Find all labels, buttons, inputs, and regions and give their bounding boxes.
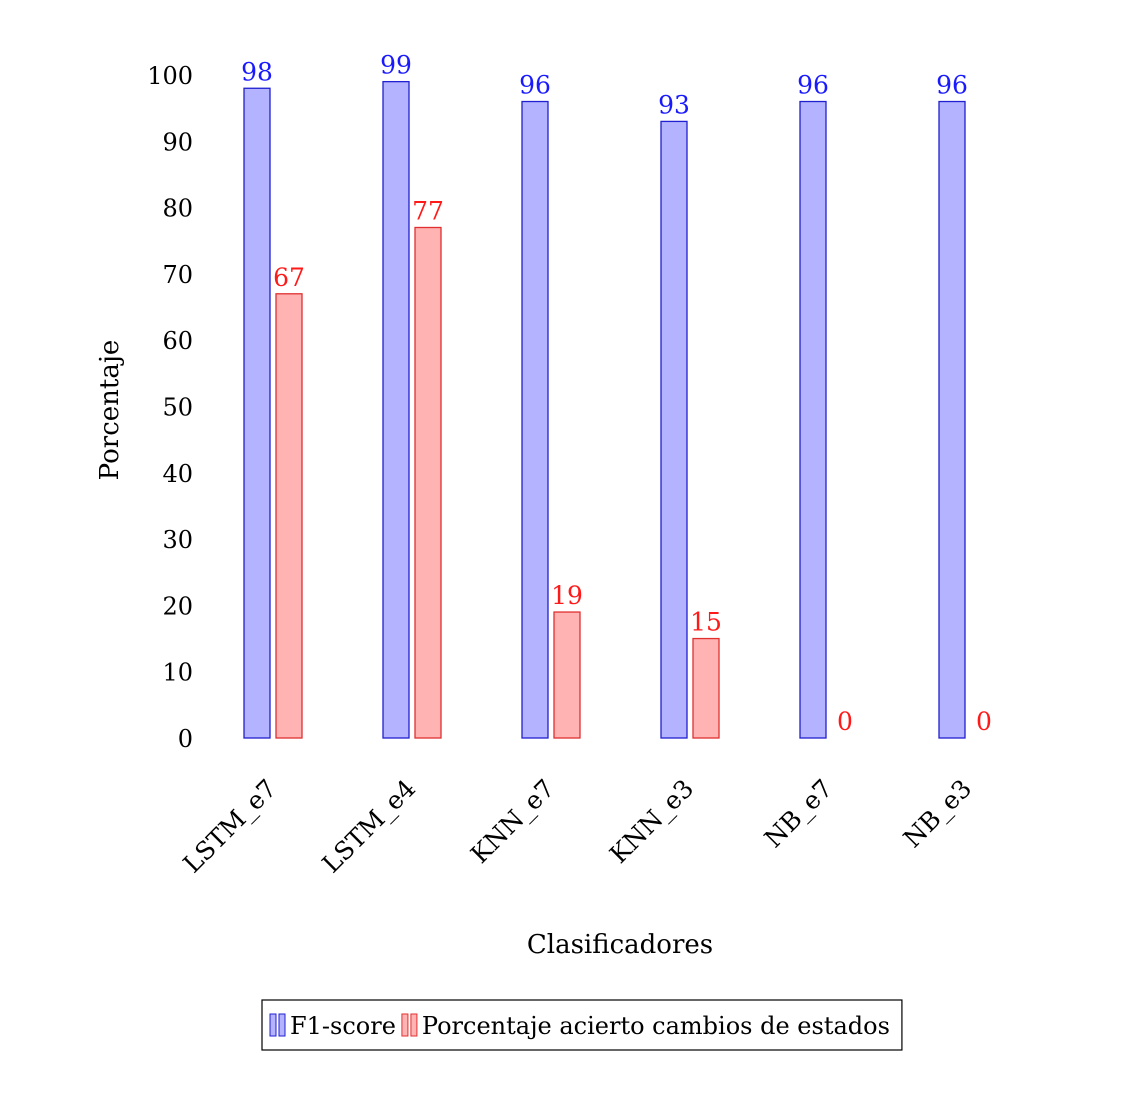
x-category-label: LSTM_e7 <box>177 774 282 879</box>
bar-f1-score-lstm-e4 <box>382 80 410 739</box>
data-label: 99 <box>380 51 412 80</box>
legend-box <box>261 999 903 1051</box>
legend-entry-label: Porcentaje acierto cambios de estados <box>422 1012 890 1040</box>
bar-acierto-knn-e3 <box>692 637 720 739</box>
data-label: 19 <box>551 581 583 610</box>
y-tick-label: 40 <box>162 460 193 488</box>
data-label: 0 <box>837 707 853 736</box>
legend-entry-label: F1-score <box>290 1012 396 1040</box>
data-label: 77 <box>412 196 444 225</box>
x-category-label: NB_e3 <box>898 774 978 854</box>
x-category-label: KNN_e3 <box>604 774 699 869</box>
x-category-label: KNN_e7 <box>465 774 560 869</box>
x-category-label: NB_e7 <box>759 774 839 854</box>
y-tick-label: 80 <box>162 195 193 223</box>
data-label: 93 <box>658 90 690 119</box>
data-labels-layer: 98 67 99 77 96 19 93 15 96 0 96 0 <box>241 51 992 736</box>
bar-acierto-lstm-e4 <box>414 226 442 739</box>
legend-swatch <box>401 1013 409 1037</box>
legend: F1-score Porcentaje acierto cambios de es… <box>261 999 903 1051</box>
data-label: 98 <box>241 57 273 86</box>
data-label: 0 <box>976 707 992 736</box>
y-tick-label: 50 <box>162 394 193 422</box>
bar-acierto-lstm-e7 <box>275 293 303 739</box>
data-label: 67 <box>273 263 305 292</box>
legend-items: F1-score Porcentaje acierto cambios de es… <box>269 1012 890 1040</box>
bar-f1-score-nb-e3 <box>938 100 966 739</box>
y-tick-label: 10 <box>162 659 193 687</box>
bar-f1-score-nb-e7 <box>799 100 827 739</box>
y-tick-label: 100 <box>147 62 193 90</box>
data-label: 96 <box>936 71 968 100</box>
y-tick-label: 90 <box>162 128 193 156</box>
bar-f1-score-lstm-e7 <box>243 87 271 739</box>
legend-swatch <box>410 1013 418 1037</box>
x-axis-title: Clasificadores <box>527 930 713 960</box>
bars-layer <box>243 80 966 739</box>
y-tick-label: 60 <box>162 327 193 355</box>
data-label: 96 <box>519 71 551 100</box>
x-category-label: LSTM_e4 <box>316 774 421 879</box>
legend-swatch <box>269 1013 277 1037</box>
data-label: 96 <box>797 71 829 100</box>
x-axis-categories: LSTM_e7 LSTM_e4 KNN_e7 KNN_e3 NB_e7 NB_e3 <box>177 774 977 879</box>
y-tick-label: 0 <box>178 725 193 753</box>
y-tick-label: 30 <box>162 526 193 554</box>
y-axis-ticks: 0 10 20 30 40 50 60 70 80 90 100 <box>147 62 193 753</box>
y-axis-title: Porcentaje <box>95 340 125 481</box>
bar-f1-score-knn-e7 <box>521 100 549 739</box>
data-label: 15 <box>690 608 722 637</box>
bar-acierto-knn-e7 <box>553 611 581 739</box>
bar-f1-score-knn-e3 <box>660 120 688 739</box>
legend-swatch <box>278 1013 286 1037</box>
y-tick-label: 70 <box>162 261 193 289</box>
y-tick-label: 20 <box>162 592 193 620</box>
